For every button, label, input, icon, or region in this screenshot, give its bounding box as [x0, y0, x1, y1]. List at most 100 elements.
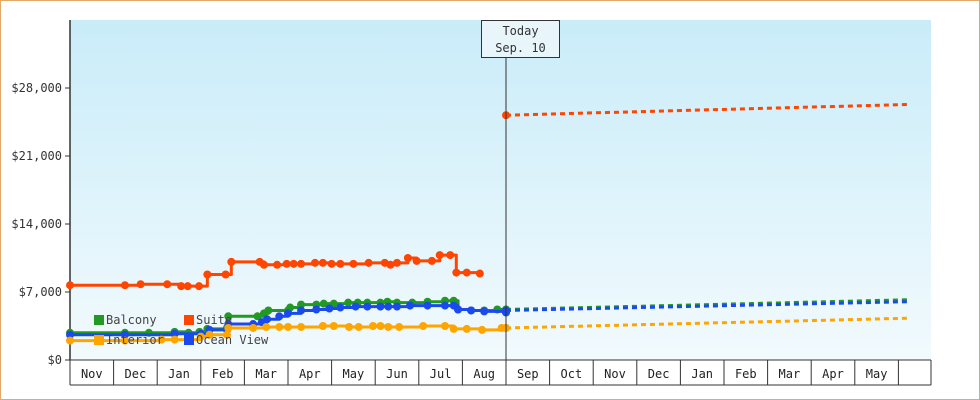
data-point — [311, 258, 320, 267]
data-point — [435, 251, 444, 260]
y-tick-label: $28,000 — [11, 81, 62, 95]
data-point — [440, 322, 449, 330]
data-point — [344, 298, 353, 307]
data-point — [275, 322, 284, 331]
data-point — [284, 309, 292, 318]
data-point — [384, 322, 393, 331]
data-point — [177, 282, 186, 291]
data-point — [449, 324, 458, 333]
data-point — [120, 330, 129, 339]
forecast-line — [505, 300, 908, 312]
data-point — [120, 336, 129, 345]
data-point — [329, 322, 338, 330]
series-layer — [66, 103, 908, 345]
data-point — [136, 280, 145, 289]
data-point — [297, 306, 306, 315]
x-tick-label: Feb — [212, 367, 234, 381]
data-point — [318, 258, 327, 267]
data-point — [369, 322, 378, 330]
legend-label: Ocean View — [196, 333, 269, 347]
data-point — [386, 260, 395, 269]
data-point — [66, 281, 74, 290]
data-point — [384, 302, 393, 311]
data-point — [275, 312, 284, 321]
data-point — [345, 322, 354, 331]
x-tick-label: Apr — [299, 367, 321, 381]
data-point — [284, 322, 292, 331]
x-tick-label: Feb — [735, 367, 757, 381]
data-point — [273, 260, 282, 269]
data-point — [224, 312, 233, 321]
data-point — [478, 325, 487, 334]
x-tick-label: Oct — [561, 367, 583, 381]
data-point — [249, 323, 258, 332]
data-point — [480, 307, 489, 316]
data-point — [263, 315, 272, 324]
x-tick-label: Nov — [604, 367, 626, 381]
data-point — [297, 322, 306, 331]
forecast-line — [505, 103, 908, 117]
data-point — [170, 329, 179, 338]
x-tick-label: Apr — [822, 367, 844, 381]
data-point — [462, 324, 471, 333]
series-suite — [66, 103, 908, 291]
data-point — [260, 260, 269, 269]
x-tick-label: Jan — [168, 367, 190, 381]
legend-label: Balcony — [106, 313, 157, 327]
data-point — [363, 302, 372, 311]
x-tick-label: May — [343, 367, 365, 381]
legend-swatch — [184, 315, 194, 325]
x-tick-label: Sep — [517, 367, 539, 381]
data-point — [221, 270, 230, 279]
x-tick-label: Jan — [691, 367, 713, 381]
y-tick-label: $7,000 — [19, 285, 62, 299]
data-point — [462, 268, 471, 277]
x-tick-label: Mar — [779, 367, 801, 381]
y-tick-label: $21,000 — [11, 149, 62, 163]
data-point — [312, 305, 321, 314]
data-point — [253, 312, 262, 321]
data-point — [336, 303, 345, 312]
x-tick-label: May — [866, 367, 888, 381]
x-tick-label: Aug — [473, 367, 495, 381]
x-tick-label: Jul — [430, 367, 452, 381]
data-point — [196, 332, 205, 341]
data-point — [467, 306, 476, 315]
data-point — [446, 251, 455, 260]
data-point — [376, 302, 385, 311]
data-point — [376, 322, 385, 330]
y-tick-label: $14,000 — [11, 217, 62, 231]
data-point — [325, 304, 334, 313]
data-point — [336, 259, 345, 268]
data-point — [403, 254, 412, 262]
y-tick-label: $0 — [48, 353, 62, 367]
data-point — [452, 268, 461, 277]
data-point — [224, 323, 233, 332]
data-point — [66, 336, 74, 345]
data-point — [203, 270, 212, 279]
data-point — [183, 282, 192, 291]
data-point — [264, 306, 273, 315]
data-point — [440, 301, 449, 310]
legend-label: Interior — [106, 333, 164, 347]
data-point — [475, 269, 484, 278]
legend-label: Suite — [196, 313, 232, 327]
data-point — [354, 322, 363, 331]
data-point — [120, 281, 129, 290]
x-axis: Nov Dec Jan Feb Mar Apr May Jun Jul Aug Sep Oct Nov D… — [69, 359, 932, 386]
today-label: Today — [502, 24, 539, 38]
x-tick-label: Nov — [81, 367, 103, 381]
data-point — [66, 330, 74, 339]
x-tick-label: Jun — [386, 367, 408, 381]
x-tick-label: Dec — [125, 367, 147, 381]
data-point — [412, 256, 421, 265]
legend-swatch — [94, 315, 104, 325]
data-point — [262, 322, 271, 331]
today-marker: Today Sep. 10 — [481, 20, 560, 58]
series-interior — [66, 316, 908, 345]
legend-swatch — [184, 335, 194, 345]
legend: Balcony Suite Interior Ocean View — [94, 313, 269, 347]
data-point — [395, 322, 404, 331]
data-point — [289, 259, 298, 268]
